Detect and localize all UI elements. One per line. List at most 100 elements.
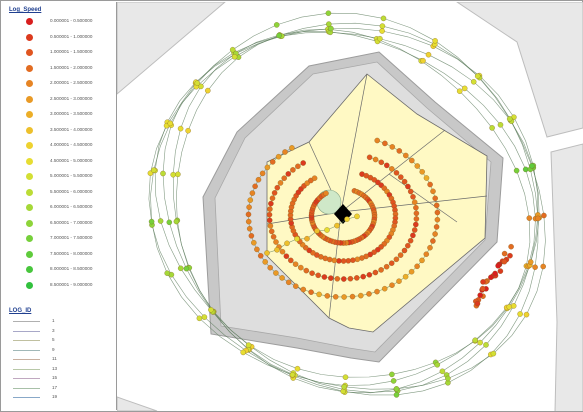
speed-legend-item: 4.000001 - 4.500000 bbox=[2, 140, 114, 152]
gps-point bbox=[432, 231, 438, 237]
map-canvas[interactable] bbox=[117, 2, 583, 411]
speed-legend-item: 4.500001 - 5.000000 bbox=[2, 156, 114, 168]
gps-point bbox=[323, 190, 329, 197]
log-id-label: 17 bbox=[52, 384, 58, 390]
gps-point bbox=[413, 204, 419, 211]
gps-point bbox=[266, 217, 273, 224]
gps-point bbox=[470, 79, 477, 85]
log-legend-item: 17 bbox=[2, 385, 114, 393]
speed-swatch bbox=[26, 235, 33, 242]
gps-point bbox=[382, 140, 388, 147]
speed-legend-item: 5.000001 - 5.500000 bbox=[2, 171, 114, 183]
speed-range-label: 5.500001 - 6.000000 bbox=[50, 188, 93, 194]
log-legend-item: 9 bbox=[2, 347, 114, 355]
gps-track bbox=[172, 31, 536, 386]
gps-point bbox=[255, 176, 262, 183]
gps-point bbox=[267, 264, 273, 271]
gps-point bbox=[257, 253, 264, 259]
speed-legend-item: 1.000001 - 1.500000 bbox=[2, 47, 114, 59]
gps-point bbox=[341, 384, 347, 390]
gps-point bbox=[354, 256, 361, 263]
gps-point bbox=[492, 270, 498, 277]
gps-point bbox=[324, 293, 331, 299]
speed-swatch bbox=[26, 188, 33, 196]
gps-point bbox=[360, 273, 366, 280]
gps-point bbox=[532, 264, 538, 270]
gps-point bbox=[434, 209, 441, 216]
gps-point bbox=[314, 228, 320, 234]
gps-point bbox=[240, 349, 246, 356]
gps-point bbox=[173, 218, 180, 225]
gps-point bbox=[334, 276, 341, 282]
gps-point bbox=[347, 275, 354, 282]
gps-point bbox=[413, 216, 420, 222]
gps-point bbox=[284, 240, 290, 247]
log-line-swatch bbox=[13, 397, 40, 398]
gps-point bbox=[372, 156, 379, 163]
gps-point bbox=[425, 51, 432, 58]
gps-point bbox=[289, 371, 296, 378]
gps-point bbox=[340, 388, 346, 395]
speed-legend-item: 7.500001 - 8.000000 bbox=[2, 249, 114, 261]
gps-point bbox=[183, 265, 190, 272]
log-line-swatch bbox=[13, 387, 40, 389]
gps-point bbox=[411, 227, 418, 233]
speed-legend-item: 0.000001 - 0.500000 bbox=[2, 16, 114, 28]
speed-legend-item: 0.500001 - 1.000000 bbox=[2, 32, 114, 44]
speed-swatch bbox=[26, 49, 33, 56]
gps-point bbox=[495, 263, 501, 269]
gps-point bbox=[432, 38, 438, 44]
gps-point bbox=[379, 28, 385, 34]
gps-point bbox=[277, 180, 284, 186]
speed-swatch bbox=[26, 33, 33, 41]
speed-swatch bbox=[26, 126, 33, 134]
speed-legend-item: 6.000001 - 6.500000 bbox=[2, 202, 114, 214]
gps-point bbox=[294, 365, 301, 372]
gps-point bbox=[408, 268, 415, 275]
log-id-label: 3 bbox=[52, 327, 55, 333]
gps-point bbox=[148, 218, 155, 225]
speed-range-label: 0.500001 - 1.000000 bbox=[50, 33, 93, 39]
gps-point bbox=[529, 163, 535, 169]
gps-point bbox=[526, 215, 533, 221]
speed-swatch bbox=[26, 111, 33, 118]
gps-point bbox=[409, 157, 415, 164]
gps-point bbox=[372, 269, 379, 276]
gps-point bbox=[300, 160, 306, 166]
gps-point bbox=[433, 224, 440, 230]
gps-point bbox=[393, 392, 400, 398]
gps-point bbox=[432, 195, 438, 202]
gps-point bbox=[535, 215, 541, 222]
gps-point bbox=[430, 188, 436, 195]
gps-point bbox=[358, 292, 364, 299]
log-legend-item: 19 bbox=[2, 394, 114, 402]
gps-point bbox=[501, 250, 508, 257]
gps-point bbox=[254, 246, 260, 253]
gps-point bbox=[401, 178, 408, 185]
gps-point bbox=[285, 171, 292, 177]
gps-point bbox=[252, 183, 258, 190]
gps-point bbox=[177, 125, 184, 132]
gps-point bbox=[396, 148, 403, 154]
speed-range-label: 2.000001 - 2.500000 bbox=[50, 80, 93, 85]
gps-point bbox=[488, 274, 494, 281]
gps-point bbox=[245, 342, 252, 348]
gps-point bbox=[366, 154, 373, 161]
gps-point bbox=[456, 88, 463, 94]
gps-point bbox=[477, 339, 483, 346]
speed-legend-item: 1.500001 - 2.000000 bbox=[2, 63, 114, 75]
gps-point bbox=[308, 289, 314, 295]
gps-point bbox=[342, 374, 349, 380]
gps-point bbox=[264, 250, 270, 256]
gps-point bbox=[354, 275, 360, 281]
speed-range-label: 5.000001 - 5.500000 bbox=[50, 173, 93, 178]
log-id-label: 11 bbox=[52, 356, 57, 361]
gps-point bbox=[328, 25, 334, 32]
gps-point bbox=[433, 202, 440, 209]
gps-point bbox=[231, 54, 238, 60]
gps-point bbox=[270, 234, 277, 240]
gps-point bbox=[331, 257, 338, 264]
gps-point bbox=[507, 252, 513, 259]
gps-point bbox=[541, 212, 547, 219]
